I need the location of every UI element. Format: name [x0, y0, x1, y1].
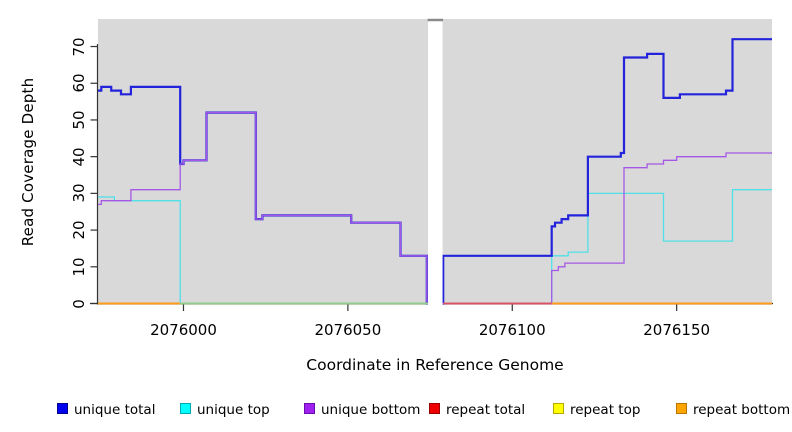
x-tick-label: 2076100 [478, 321, 546, 339]
y-axis-title: Read Coverage Depth [19, 77, 37, 247]
y-tick-label: 60 [70, 73, 88, 93]
y-tick-label: 10 [70, 257, 88, 277]
legend-label: unique total [74, 402, 156, 418]
series-unique-top-line [98, 189, 772, 305]
y-tick-label: 70 [70, 36, 88, 57]
coverage-gap-band [428, 19, 443, 305]
legend-label: unique top [197, 402, 270, 418]
series-unique-total-line [98, 38, 772, 305]
y-tick-label: 0 [70, 298, 88, 309]
y-tick-label: 50 [70, 110, 88, 130]
x-tick-label: 2076000 [150, 321, 217, 339]
y-tick-label: 30 [70, 183, 88, 203]
y-tick-label: 20 [70, 220, 88, 240]
legend-swatch-icon [304, 403, 315, 414]
x-tick-label: 2076150 [643, 321, 711, 339]
x-tick-label: 2076050 [314, 321, 382, 339]
legend-label: repeat top [570, 402, 641, 418]
legend-label: unique bottom [321, 402, 421, 418]
legend-label: repeat total [446, 402, 526, 418]
legend-swatch-icon [676, 403, 687, 414]
legend-swatch-icon [553, 403, 564, 414]
legend-swatch-icon [180, 403, 191, 414]
x-axis-title: Coordinate in Reference Genome [306, 356, 564, 374]
legend-label: repeat bottom [693, 402, 791, 418]
legend-swatch-icon [57, 403, 68, 414]
y-tick-label: 40 [70, 147, 88, 167]
series-unique-bottom-line [98, 111, 772, 305]
legend-swatch-icon [429, 403, 440, 414]
